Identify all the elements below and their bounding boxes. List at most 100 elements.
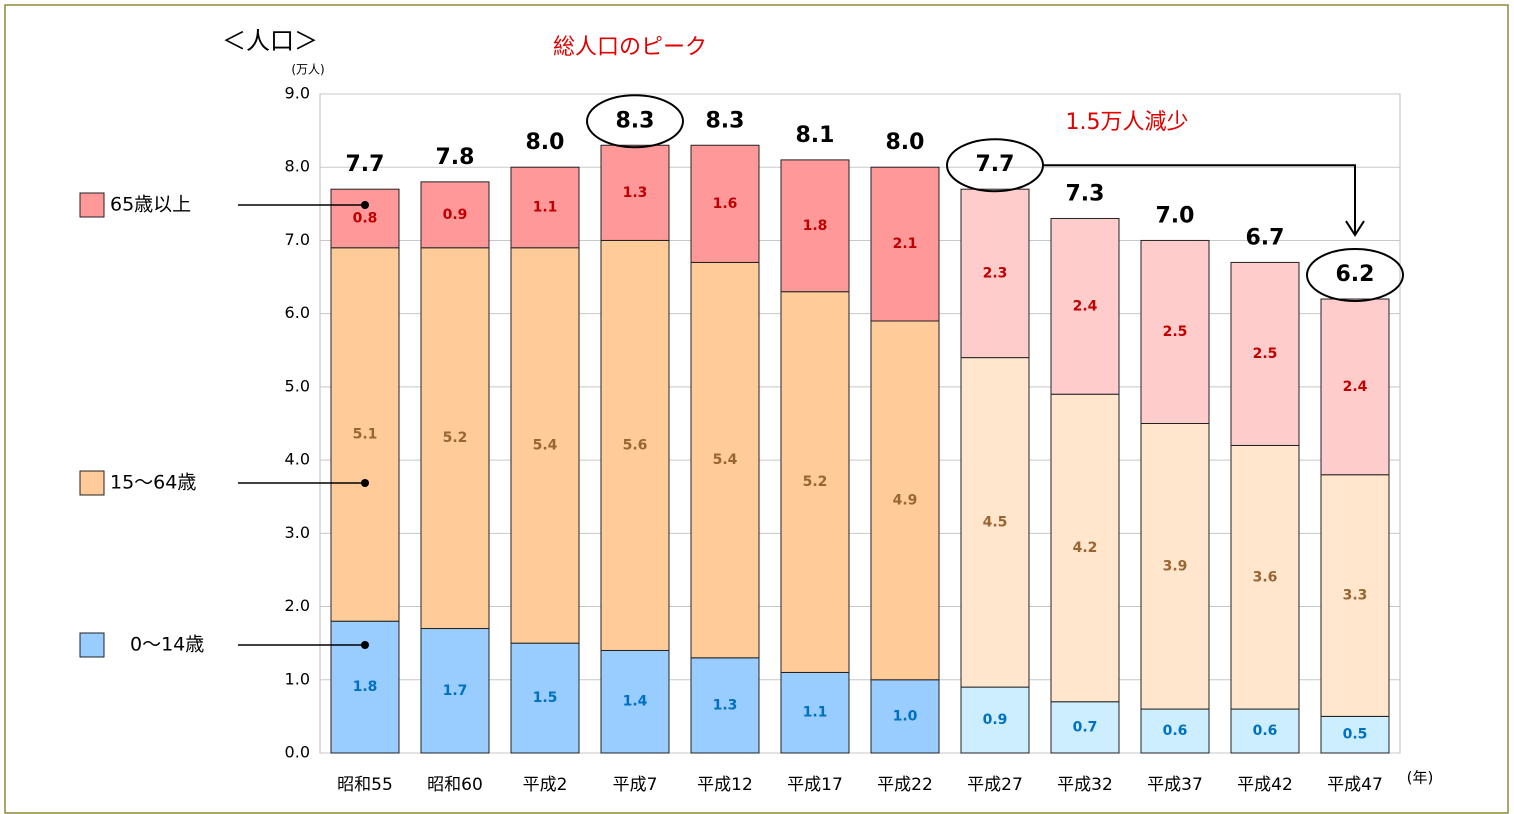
data-label: 1.3 bbox=[713, 697, 738, 713]
y-axis-title: ＜人口＞ bbox=[222, 27, 318, 55]
total-label: 7.8 bbox=[436, 145, 475, 170]
bar-segment bbox=[510, 166, 580, 249]
data-label: 5.6 bbox=[623, 437, 648, 453]
x-tick-label: 平成22 bbox=[877, 775, 933, 795]
data-label: 1.7 bbox=[443, 683, 468, 699]
bar-segment bbox=[330, 620, 400, 754]
legend-swatch bbox=[79, 632, 105, 658]
data-label: 4.9 bbox=[893, 492, 918, 508]
data-label: 4.2 bbox=[1073, 540, 1098, 556]
data-label: 2.5 bbox=[1253, 346, 1278, 362]
bar-segment bbox=[510, 247, 580, 644]
x-tick-label: 平成42 bbox=[1237, 775, 1293, 795]
x-tick-label: 平成37 bbox=[1147, 775, 1203, 795]
y-tick-label: 6.0 bbox=[285, 303, 310, 322]
total-label: 8.1 bbox=[796, 123, 835, 148]
data-label: 5.2 bbox=[443, 430, 468, 446]
annotation: 1.5万人減少 bbox=[1066, 110, 1189, 135]
bar-segment bbox=[600, 239, 670, 651]
data-label: 1.0 bbox=[893, 708, 918, 724]
data-label: 1.3 bbox=[623, 185, 648, 201]
total-label: 6.2 bbox=[1336, 262, 1375, 287]
bar-segment bbox=[1050, 393, 1120, 703]
x-tick-label: 平成47 bbox=[1327, 775, 1383, 795]
bar-segment bbox=[870, 320, 940, 681]
annotation: 総人口のピーク bbox=[553, 35, 707, 60]
y-tick-label: 3.0 bbox=[285, 523, 310, 542]
x-tick-label: 平成2 bbox=[523, 775, 568, 795]
bar-segment bbox=[1050, 701, 1120, 754]
y-tick-label: 8.0 bbox=[285, 157, 310, 176]
data-label: 2.3 bbox=[983, 265, 1008, 281]
data-label: 1.5 bbox=[533, 690, 558, 706]
bar-segment bbox=[420, 247, 490, 630]
total-label: 8.3 bbox=[616, 108, 655, 133]
data-label: 1.8 bbox=[353, 679, 378, 695]
data-label: 2.4 bbox=[1343, 379, 1368, 395]
legend-swatch bbox=[79, 192, 105, 218]
bar-segment bbox=[690, 144, 760, 263]
bar-segment bbox=[780, 291, 850, 673]
bar-segment bbox=[1050, 217, 1120, 395]
y-tick-label: 4.0 bbox=[285, 450, 310, 469]
x-tick-label: 平成17 bbox=[787, 775, 843, 795]
legend-label: 0〜14歳 bbox=[130, 634, 204, 656]
x-tick-label: 平成27 bbox=[967, 775, 1023, 795]
total-label: 8.0 bbox=[886, 130, 925, 155]
y-tick-label: 0.0 bbox=[285, 743, 310, 762]
x-tick-label: 平成7 bbox=[613, 775, 658, 795]
total-label: 7.7 bbox=[346, 152, 385, 177]
data-label: 5.4 bbox=[713, 452, 738, 468]
data-label: 0.6 bbox=[1253, 723, 1278, 739]
bar-segment bbox=[510, 642, 580, 754]
data-label: 0.9 bbox=[443, 207, 468, 223]
data-label: 0.8 bbox=[353, 210, 378, 226]
bar-segment bbox=[1230, 444, 1300, 710]
bar-segment bbox=[1320, 474, 1390, 717]
data-label: 3.3 bbox=[1343, 588, 1368, 604]
data-label: 4.5 bbox=[983, 514, 1008, 530]
x-tick-label: 平成32 bbox=[1057, 775, 1113, 795]
x-tick-label: 昭和60 bbox=[427, 775, 483, 795]
data-label: 2.1 bbox=[893, 236, 918, 252]
arrow bbox=[1043, 164, 1356, 236]
x-unit: (年) bbox=[1407, 769, 1434, 787]
data-label: 1.8 bbox=[803, 218, 828, 234]
bar-segment bbox=[600, 144, 670, 241]
bar-segment bbox=[1320, 298, 1390, 476]
y-tick-label: 9.0 bbox=[285, 84, 310, 103]
legend-label: 65歳以上 bbox=[110, 194, 191, 216]
data-label: 1.6 bbox=[713, 196, 738, 212]
y-tick-label: 5.0 bbox=[285, 376, 310, 395]
bar-segment bbox=[1140, 708, 1210, 754]
bar-segment bbox=[960, 357, 1030, 688]
data-label: 3.9 bbox=[1163, 558, 1188, 574]
x-tick-label: 平成12 bbox=[697, 775, 753, 795]
legend-dot bbox=[361, 479, 369, 487]
bar-segment bbox=[960, 188, 1030, 359]
bar-segment bbox=[780, 159, 850, 293]
highlight-circle bbox=[1306, 248, 1404, 303]
legend-swatch bbox=[79, 470, 105, 496]
data-label: 0.6 bbox=[1163, 723, 1188, 739]
y-tick-label: 7.0 bbox=[285, 230, 310, 249]
legend-dot bbox=[361, 641, 369, 649]
legend-dot bbox=[361, 201, 369, 209]
data-label: 5.4 bbox=[533, 437, 558, 453]
total-label: 7.7 bbox=[976, 152, 1015, 177]
data-label: 3.6 bbox=[1253, 569, 1278, 585]
data-label: 5.2 bbox=[803, 474, 828, 490]
data-label: 1.1 bbox=[533, 199, 558, 215]
total-label: 6.7 bbox=[1246, 225, 1285, 250]
legend-label: 15〜64歳 bbox=[110, 472, 196, 494]
total-label: 8.3 bbox=[706, 108, 745, 133]
bar-segment bbox=[330, 188, 400, 249]
total-label: 7.3 bbox=[1066, 181, 1105, 206]
bar-segment bbox=[1230, 261, 1300, 446]
total-label: 8.0 bbox=[526, 130, 565, 155]
bar-segment bbox=[690, 261, 760, 659]
data-label: 0.9 bbox=[983, 712, 1008, 728]
data-label: 1.4 bbox=[623, 694, 648, 710]
data-label: 2.5 bbox=[1163, 324, 1188, 340]
bar-segment bbox=[420, 628, 490, 754]
